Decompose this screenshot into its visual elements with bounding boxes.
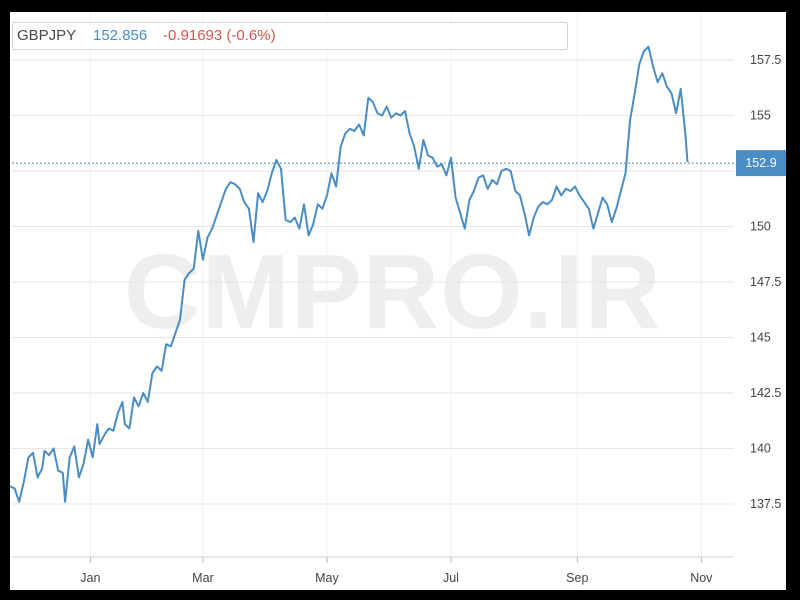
y-tick-label-3: 145 <box>750 331 771 345</box>
x-tick-label-may: May <box>315 571 339 585</box>
last-value-label: 152.9 <box>745 156 776 170</box>
y-tick-label-2: 142.5 <box>750 386 781 400</box>
watermark: CMPRO.IR <box>124 233 662 351</box>
change-label: -0.91693 (-0.6%) <box>163 27 276 44</box>
y-axis-ticks: 137.5 140 142.5 145 147.5 150 155 157.5 <box>750 53 781 511</box>
y-tick-label-5: 150 <box>750 220 771 234</box>
x-axis-ticks: Jan Mar May Jul Sep Nov <box>80 557 713 585</box>
x-tick-label-jul: Jul <box>443 571 459 585</box>
y-tick-label-8: 157.5 <box>750 53 781 67</box>
horizontal-grid <box>12 59 734 505</box>
symbol-legend: GBPJPY 152.856 -0.91693 (-0.6%) <box>12 22 568 50</box>
last-value-badge: 152.9 <box>736 150 786 177</box>
x-tick-label-nov: Nov <box>690 571 713 585</box>
x-tick-label-mar: Mar <box>192 571 214 585</box>
price-label: 152.856 <box>93 27 148 44</box>
y-tick-label-1: 140 <box>750 442 771 456</box>
symbol-label: GBPJPY <box>17 27 77 44</box>
y-tick-label-4: 147.5 <box>750 275 781 289</box>
vertical-grid <box>89 12 702 557</box>
y-tick-label-7: 155 <box>750 109 771 123</box>
x-tick-label-jan: Jan <box>80 571 100 585</box>
y-tick-label-0: 137.5 <box>750 497 781 511</box>
price-chart[interactable]: Jan Mar May Jul Sep Nov 137.5 140 142.5 145 147.5… <box>10 12 786 590</box>
chart-frame: CMPRO.IR Jan Mar May Jul Sep Nov 137.5 140 142.… <box>10 12 786 590</box>
x-tick-label-sep: Sep <box>566 571 588 585</box>
series-line-gbpjpy <box>10 45 689 503</box>
last-value-badge-bg <box>736 150 786 177</box>
